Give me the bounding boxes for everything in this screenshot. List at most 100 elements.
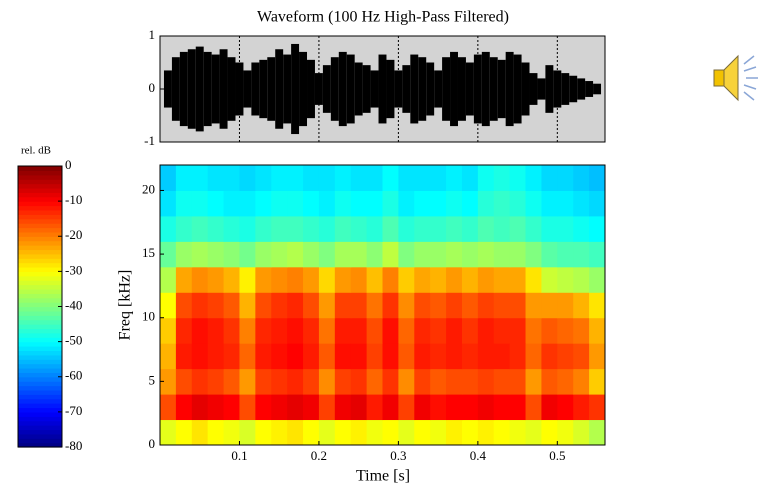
heatmap-cell (303, 215, 320, 242)
heatmap-cell (461, 241, 479, 268)
heatmap-cell (541, 266, 558, 293)
heatmap-cell (525, 419, 542, 446)
heatmap-cell (239, 317, 256, 344)
heatmap-cell (223, 292, 240, 319)
waveform-envelope (370, 70, 379, 108)
heatmap-cell (509, 165, 527, 191)
waveform-envelope (593, 83, 602, 95)
heatmap-cell (191, 215, 209, 242)
heatmap-cell (382, 343, 399, 370)
heatmap-cell (191, 165, 209, 191)
heatmap-cell (303, 368, 320, 395)
heatmap-cell (160, 241, 177, 268)
waveform-envelope (299, 51, 308, 127)
heatmap-cell (382, 292, 399, 319)
heatmap-cell (334, 368, 352, 395)
colorbar-swatch (18, 223, 62, 229)
colorbar-tick-label: 0 (65, 157, 72, 172)
waveform-envelope (219, 49, 228, 129)
heatmap-cell (589, 317, 606, 344)
heatmap-cell (271, 215, 288, 242)
heatmap-cell (525, 215, 542, 242)
heatmap-cell (493, 419, 511, 446)
heatmap-cell (191, 394, 209, 421)
x-axis-label: Time [s] (356, 468, 410, 485)
colorbar-swatch (18, 284, 62, 290)
waveform-envelope (307, 59, 315, 119)
heatmap-cell (398, 241, 415, 268)
x-tick-label: 0.4 (470, 448, 487, 463)
heatmap-cell (461, 165, 479, 191)
heatmap-cell (191, 190, 209, 217)
colorbar-swatch (18, 425, 62, 431)
heatmap-cell (382, 394, 399, 421)
heatmap-cell (223, 394, 240, 421)
heatmap-cell (430, 292, 447, 319)
colorbar-swatch (18, 179, 62, 185)
waveform-envelope (275, 49, 284, 129)
heatmap-cell (366, 292, 383, 319)
heatmap-cell (303, 343, 320, 370)
heatmap-cell (239, 368, 256, 395)
x-tick-label: 0.3 (390, 448, 406, 463)
heatmap-cell (334, 419, 352, 446)
waveform-envelope (291, 43, 300, 135)
colorbar-swatch (18, 214, 62, 220)
heatmap-cell (493, 215, 511, 242)
heatmap-cell (207, 419, 225, 446)
heatmap-cell (175, 394, 193, 421)
colorbar-tick-label: -60 (65, 368, 82, 383)
heatmap-cell (477, 394, 495, 421)
colorbar-swatch (18, 376, 62, 382)
heatmap-cell (398, 292, 415, 319)
heatmap-cell (191, 241, 209, 268)
heatmap-cell (430, 343, 447, 370)
heatmap-cell (366, 215, 383, 242)
colorbar-tick-label: -20 (65, 227, 82, 242)
heatmap-cell (255, 394, 272, 421)
heatmap-cell (414, 292, 431, 319)
colorbar-swatch (18, 205, 62, 211)
heatmap-cell (477, 190, 495, 217)
heatmap-cell (191, 292, 209, 319)
y-axis-label: Freq [kHz] (117, 270, 134, 341)
heatmap-cell (509, 215, 527, 242)
heatmap-cell (223, 266, 240, 293)
x-tick-label: 0.1 (231, 448, 247, 463)
heatmap-cell (573, 241, 590, 268)
colorbar-swatch (18, 328, 62, 334)
heatmap-cell (160, 292, 177, 319)
waveform-envelope (537, 78, 546, 100)
heatmap-cell (318, 394, 336, 421)
heatmap-cell (557, 368, 574, 395)
heatmap-cell (446, 165, 463, 191)
heatmap-cell (525, 190, 542, 217)
heatmap-cell (398, 368, 415, 395)
heatmap-cell (446, 215, 463, 242)
colorbar-swatch (18, 341, 62, 347)
heatmap-cell (573, 266, 590, 293)
heatmap-cell (160, 266, 177, 293)
heatmap-cell (509, 368, 527, 395)
speaker-button[interactable] (713, 54, 758, 102)
waveform-envelope (489, 57, 498, 121)
heatmap-cell (541, 343, 558, 370)
heatmap-cell (207, 190, 225, 217)
waveform-envelope (179, 51, 188, 127)
heatmap-cell (366, 241, 383, 268)
heatmap-cell (287, 190, 304, 217)
heatmap-cell (303, 419, 320, 446)
heatmap-cell (382, 215, 399, 242)
heatmap-cell (461, 343, 479, 370)
y-tick-label: 5 (149, 372, 156, 387)
waveform-envelope (378, 54, 387, 124)
waveform-envelope (418, 57, 427, 121)
heatmap-cell (382, 419, 399, 446)
heatmap-cell (175, 241, 193, 268)
heatmap-cell (493, 165, 511, 191)
heatmap-cell (430, 190, 447, 217)
waveform-envelope (322, 65, 331, 113)
heatmap-cell (207, 343, 225, 370)
heatmap-cell (557, 215, 574, 242)
y-tick-label: -1 (144, 133, 155, 148)
